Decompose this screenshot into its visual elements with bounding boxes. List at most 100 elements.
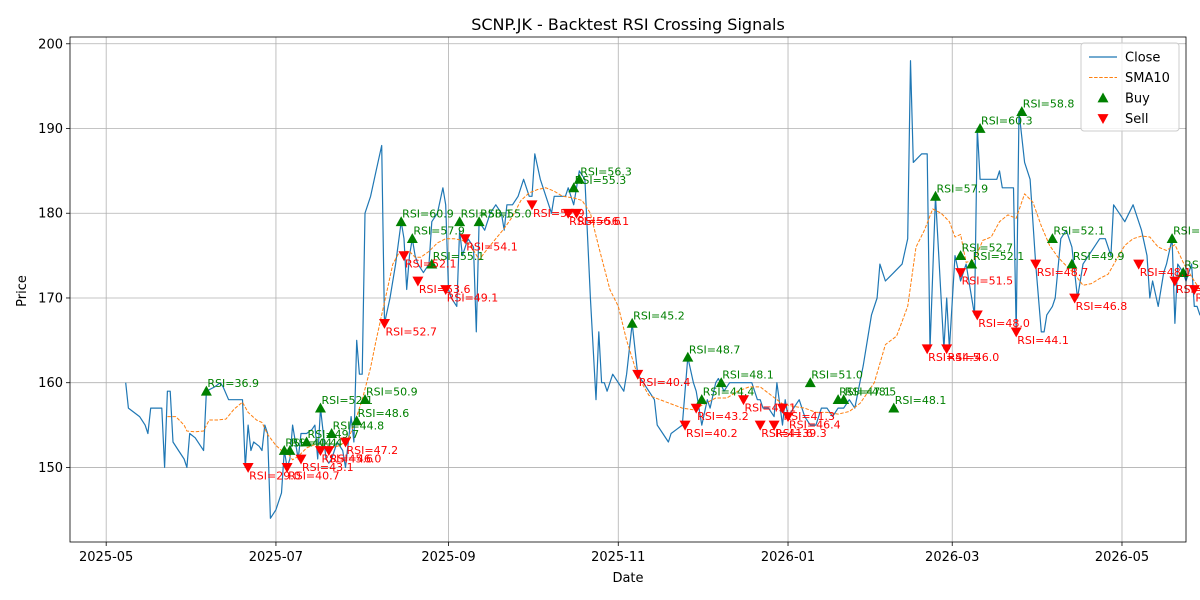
sell-rsi-label: RSI=39.3: [775, 427, 827, 440]
buy-marker: [454, 216, 466, 227]
sell-marker: [690, 403, 702, 414]
sell-rsi-label: RSI=47.2: [347, 444, 399, 457]
sell-rsi-label: RSI=49.1: [447, 292, 499, 305]
y-tick-label: 170: [38, 291, 63, 306]
y-tick-label: 190: [38, 122, 63, 137]
buy-marker: [326, 428, 338, 438]
buy-marker: [573, 173, 585, 184]
y-tick-label: 180: [38, 207, 63, 222]
sell-rsi-label: RSI=40.4: [639, 376, 691, 389]
buy-rsi-label: RSI=45.2: [633, 309, 685, 322]
sell-marker: [679, 420, 691, 431]
sell-marker: [737, 395, 749, 406]
legend-label: Buy: [1125, 92, 1150, 107]
x-tick-label: 2025-05: [79, 550, 133, 565]
buy-marker: [715, 377, 727, 388]
sell-marker: [571, 208, 583, 219]
buy-rsi-label: RSI=48.5: [845, 386, 897, 399]
sell-marker: [782, 412, 794, 423]
buy-marker: [696, 394, 708, 405]
buy-marker: [966, 258, 978, 269]
sell-marker: [314, 446, 326, 456]
sell-rsi-label: RSI=40.7: [288, 469, 340, 482]
buy-rsi-label: RSI=57.9: [413, 225, 465, 238]
sell-marker: [921, 344, 933, 355]
sell-marker: [1010, 327, 1022, 338]
sell-rsi-label: RSI=29.0: [249, 469, 301, 482]
sell-rsi-label: RSI=43.1: [302, 461, 354, 474]
sell-marker: [526, 200, 538, 211]
buy-rsi-label: RSI=52.1: [1053, 225, 1105, 238]
sell-marker: [632, 369, 644, 380]
sell-marker: [378, 318, 390, 329]
sell-marker: [281, 463, 293, 473]
sell-rsi-label: RSI=43.2: [697, 410, 749, 423]
y-tick-label: 200: [38, 37, 63, 52]
sell-rsi-label: RSI=52.1: [405, 258, 457, 271]
buy-rsi-label: RSI=51.0: [811, 369, 863, 382]
sell-rsi-label: RSI=48.7: [1037, 266, 1089, 279]
buy-rsi-label: RSI=47.1: [839, 386, 891, 399]
buy-marker: [838, 394, 850, 405]
y-axis-label: Price: [15, 275, 30, 307]
sell-marker: [412, 276, 424, 287]
buy-rsi-label: RSI=52.7: [962, 242, 1014, 255]
buy-marker: [200, 385, 212, 396]
buy-marker: [473, 216, 485, 227]
buy-rsi-label: RSI=52.1: [1173, 225, 1200, 238]
sell-rsi-label: RSI=48.1: [1140, 266, 1192, 279]
x-tick-label: 2025-11: [591, 550, 645, 565]
buy-rsi-label: RSI=48.7: [689, 343, 741, 356]
sell-marker: [295, 454, 307, 465]
buy-marker: [1166, 233, 1178, 244]
sell-marker: [768, 420, 780, 431]
buy-marker: [406, 233, 418, 244]
buy-marker: [301, 436, 313, 447]
x-tick-label: 2025-07: [249, 550, 303, 565]
axis-ticks: 2025-05 2025-07 2025-09 2025-11 2026-01 2026-…: [38, 37, 1149, 565]
sell-marker: [562, 208, 574, 219]
buy-rsi-label: RSI=55.3: [575, 174, 627, 187]
buy-marker: [930, 190, 942, 201]
sell-marker: [340, 437, 352, 448]
buy-marker: [568, 182, 580, 193]
buy-marker: [359, 394, 371, 405]
sell-marker: [1069, 293, 1081, 304]
buy-rsi-label: RSI=48.1: [722, 369, 774, 382]
buy-rsi-label: RSI=44.8: [333, 420, 385, 433]
x-tick-label: 2025-09: [421, 550, 475, 565]
legend-sell-swatch: [1097, 114, 1109, 124]
buy-marker: [974, 123, 986, 133]
sell-marker: [941, 344, 953, 355]
x-tick-label: 2026-03: [925, 550, 979, 565]
y-tick-label: 150: [38, 461, 63, 476]
buy-marker: [888, 402, 900, 413]
buy-marker: [426, 258, 438, 269]
sell-rsi-label: RSI=52.7: [385, 325, 437, 338]
sell-rsi-label: RSI=51.5: [962, 275, 1014, 288]
legend: Close SMA10 Buy Sell: [1080, 42, 1180, 132]
buy-rsi-label: RSI=60.9: [402, 208, 454, 221]
legend-label: Sell: [1125, 112, 1148, 127]
sell-rsi-label: RSI=41.3: [783, 410, 835, 423]
buy-rsi-label: RSI=49.9: [1073, 250, 1125, 263]
buy-marker: [395, 216, 407, 227]
buy-rsi-label: RSI=48.1: [895, 394, 947, 407]
sell-rsi-label: RSI=44.1: [1017, 334, 1069, 347]
y-tick-label: 160: [38, 376, 63, 391]
sell-rsi-label: RSI=44.5: [928, 351, 980, 364]
buy-rsi-label: RSI=36.9: [207, 377, 259, 390]
x-tick-label: 2026-01: [761, 550, 815, 565]
buy-marker: [351, 415, 363, 426]
sell-marker: [1133, 259, 1145, 270]
buy-marker: [1066, 258, 1078, 269]
sell-marker: [971, 310, 983, 321]
sell-marker: [398, 251, 410, 262]
sell-rsi-label: RSI=45.6: [321, 452, 373, 465]
sell-marker: [242, 463, 254, 473]
sell-marker: [323, 446, 335, 456]
buy-rsi-label: RSI=57.9: [937, 182, 989, 195]
buy-marker: [626, 317, 638, 328]
buy-marker: [1046, 233, 1058, 244]
sell-rsi-label: RSI=40.2: [686, 427, 738, 440]
